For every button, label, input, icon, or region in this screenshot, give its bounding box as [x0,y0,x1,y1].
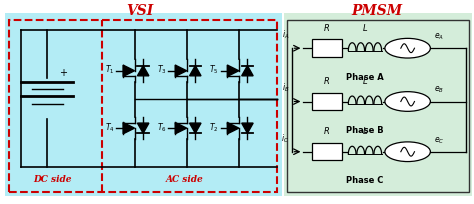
Polygon shape [190,66,201,76]
Polygon shape [242,123,253,134]
Text: L: L [363,24,367,33]
Text: $i_{C}$: $i_{C}$ [281,131,289,144]
Text: L: L [363,127,367,136]
Bar [284,14,472,196]
Text: $i_{B}$: $i_{B}$ [282,81,289,94]
Bar [5,14,282,196]
Polygon shape [123,123,135,134]
Text: +: + [59,68,67,77]
Text: $e_{C}$: $e_{C}$ [434,134,444,145]
Text: $e_{B}$: $e_{B}$ [434,84,444,95]
Text: VSI: VSI [126,4,154,18]
Text: T$_2$: T$_2$ [210,121,219,133]
Text: AC side: AC side [166,175,204,184]
Text: R: R [324,77,330,86]
Circle shape [385,39,430,59]
Polygon shape [123,66,135,77]
Polygon shape [137,123,149,134]
Bar [9,20,277,192]
Bar [312,40,342,58]
Polygon shape [175,66,187,77]
Text: T$_6$: T$_6$ [157,121,167,133]
Text: T$_3$: T$_3$ [157,63,167,76]
Text: PMSM: PMSM [351,4,402,18]
Text: Phase C: Phase C [346,175,383,184]
Polygon shape [228,123,239,134]
Polygon shape [175,123,187,134]
Text: Phase A: Phase A [346,72,384,81]
Text: T$_5$: T$_5$ [210,63,219,76]
Text: Phase B: Phase B [346,125,384,134]
Text: $i_{A}$: $i_{A}$ [282,28,289,41]
Text: $e_{A}$: $e_{A}$ [434,31,444,42]
Circle shape [385,142,430,162]
Bar [312,143,342,161]
Polygon shape [190,123,201,134]
Text: DC side: DC side [33,175,72,184]
Bar [312,93,342,111]
Text: T$_1$: T$_1$ [105,63,115,76]
Polygon shape [242,66,253,76]
Text: L: L [363,77,367,86]
Text: R: R [324,127,330,136]
Circle shape [385,92,430,112]
Polygon shape [228,66,239,77]
Polygon shape [137,66,149,76]
Bar [287,20,469,192]
Text: R: R [324,24,330,33]
Text: T$_4$: T$_4$ [105,121,115,133]
